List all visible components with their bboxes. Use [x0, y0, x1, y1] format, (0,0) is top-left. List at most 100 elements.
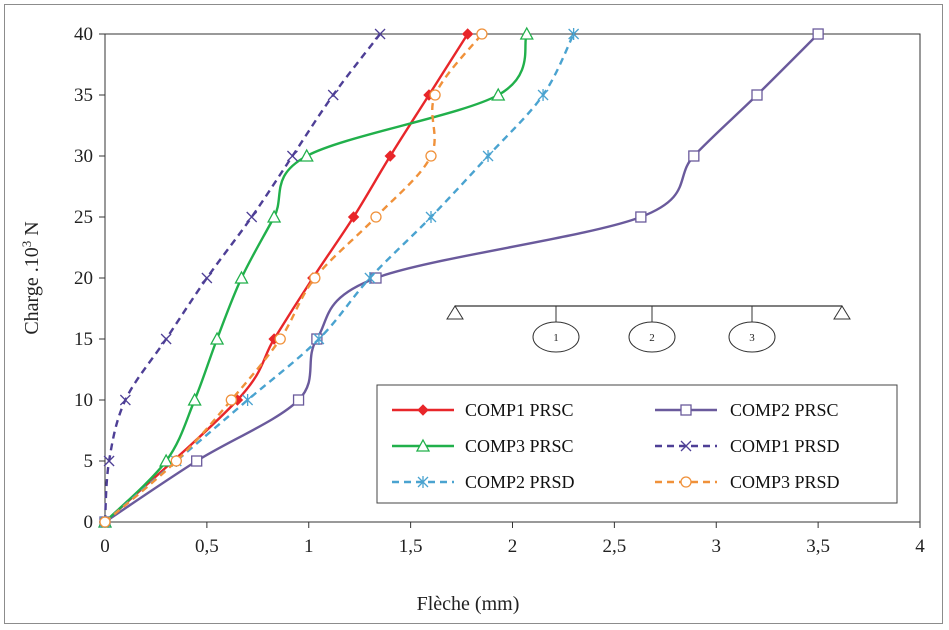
y-tick-label: 40 — [74, 24, 93, 45]
y-tick-label: 35 — [74, 85, 93, 106]
data-point — [309, 272, 321, 284]
data-point — [568, 28, 580, 40]
data-point — [476, 28, 488, 40]
legend-item: COMP1 PRSC — [392, 400, 574, 420]
legend-item: COMP2 PRSD — [392, 472, 575, 492]
data-point — [246, 211, 258, 223]
data-point — [292, 394, 305, 406]
data-point — [170, 455, 182, 467]
x-tick-label: 0 — [100, 536, 110, 557]
y-tick-label: 0 — [84, 512, 94, 533]
data-point — [364, 272, 376, 284]
x-tick-label: 1,5 — [399, 536, 423, 557]
data-point — [635, 211, 647, 223]
chart-frame — [4, 4, 943, 624]
data-point — [187, 392, 202, 406]
data-point — [347, 211, 360, 223]
series-comp3-prsd — [99, 28, 488, 528]
series-comp3-prsc — [97, 26, 534, 528]
legend-item: COMP1 PRSD — [655, 436, 840, 456]
data-point — [327, 89, 339, 101]
x-tick-label: 1 — [304, 536, 314, 557]
data-point — [751, 89, 763, 101]
data-point — [461, 28, 474, 40]
data-point — [160, 333, 172, 345]
data-point — [688, 150, 700, 162]
y-tick-label: 30 — [74, 146, 93, 167]
data-point — [425, 150, 437, 162]
legend-label: COMP2 PRSD — [465, 472, 575, 492]
legend-marker — [680, 440, 692, 452]
data-point — [159, 453, 174, 467]
right-support-icon — [833, 305, 851, 320]
x-tick-label: 3,5 — [806, 536, 830, 557]
load-circle-1 — [532, 321, 580, 353]
data-point — [313, 333, 325, 345]
data-point — [225, 394, 237, 406]
series-line — [104, 33, 819, 523]
legend-label: COMP3 PRSD — [730, 472, 840, 492]
legend-box — [376, 384, 898, 504]
data-point — [234, 270, 249, 284]
x-tick-label: 3 — [712, 536, 722, 557]
load-circle-3 — [728, 321, 776, 353]
data-point — [267, 209, 282, 223]
series-comp1-prsc — [99, 28, 474, 528]
y-axis-title: Charge .103 N — [19, 221, 43, 334]
left-support-icon — [446, 305, 464, 320]
y-tick-label: 25 — [74, 207, 93, 228]
legend-label: COMP2 PRSC — [730, 400, 839, 420]
data-point — [103, 455, 115, 467]
x-axis-title: Flèche (mm) — [417, 593, 520, 615]
legend-marker — [415, 438, 431, 452]
x-tick-label: 2 — [508, 536, 518, 557]
legend-label: COMP1 PRSC — [465, 400, 574, 420]
data-point — [311, 333, 323, 345]
data-point — [482, 150, 494, 162]
x-tick-label: 2,5 — [603, 536, 627, 557]
series-line — [104, 33, 528, 523]
legend-label: COMP3 PRSC — [465, 436, 574, 456]
data-point — [99, 516, 111, 528]
data-point — [519, 26, 534, 40]
data-point — [384, 150, 396, 162]
data-point — [812, 28, 824, 40]
legend-label: COMP1 PRSD — [730, 436, 840, 456]
load-label-3: 3 — [749, 332, 755, 344]
legend: COMP1 PRSC COMP2 PRSC COMP3 PRSC COMP1 PRSD… — [376, 384, 898, 504]
data-point — [370, 211, 382, 223]
legend-marker — [680, 404, 692, 416]
x-axis-ticks: 0 0,5 1 1,5 2 2,5 3 3,5 4 — [100, 522, 925, 557]
load-label-2: 2 — [649, 332, 655, 344]
legend-marker — [680, 476, 692, 488]
x-tick-label: 4 — [915, 536, 925, 557]
data-point — [119, 394, 131, 406]
y-axis-ticks: 0 5 10 15 20 25 30 35 40 — [74, 24, 105, 533]
legend-item: COMP3 PRSC — [392, 436, 574, 456]
legend-item: COMP2 PRSC — [655, 400, 839, 420]
series-line — [103, 33, 382, 523]
legend-marker — [417, 476, 429, 488]
legend-item: COMP3 PRSD — [655, 472, 840, 492]
y-tick-label: 20 — [74, 268, 93, 289]
series-layer — [97, 26, 824, 528]
data-point — [537, 89, 549, 101]
load-circle-2 — [628, 321, 676, 353]
data-point — [274, 333, 286, 345]
legend-marker — [417, 404, 429, 416]
load-label-1: 1 — [553, 332, 559, 344]
data-point — [491, 87, 506, 101]
data-point — [242, 394, 254, 406]
data-point — [299, 148, 314, 162]
data-point — [425, 211, 437, 223]
x-tick-label: 0,5 — [195, 536, 219, 557]
y-tick-label: 5 — [84, 451, 94, 472]
data-point — [429, 89, 441, 101]
data-point — [201, 272, 213, 284]
beam-diagram: 1 2 3 — [446, 305, 851, 353]
series-comp2-prsc — [99, 28, 824, 528]
series-line — [104, 33, 469, 523]
data-point — [286, 150, 298, 162]
data-point — [191, 455, 203, 467]
